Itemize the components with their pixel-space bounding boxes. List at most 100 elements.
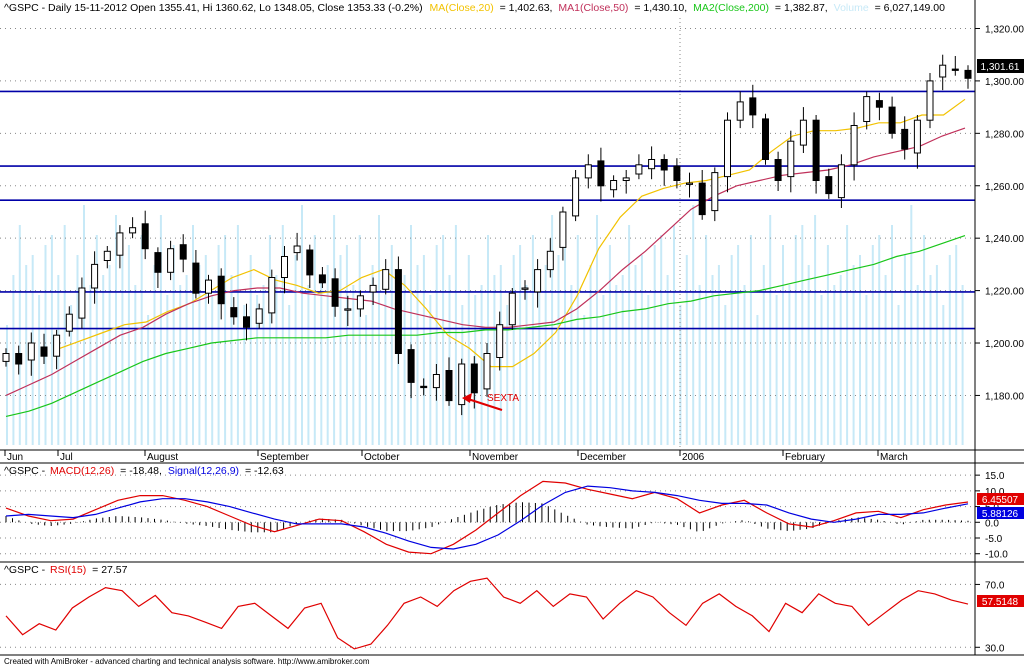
candle-body — [837, 164, 845, 199]
volume-bar — [871, 245, 874, 445]
macd-tick-label: -5.0 — [985, 534, 1003, 545]
volume-bar — [256, 295, 259, 445]
volume-bar — [429, 295, 432, 445]
ma20-label: MA(Close,20) — [430, 2, 494, 14]
macd-prefix: ^GSPC - — [4, 465, 46, 477]
candle-body — [53, 334, 61, 357]
volume-bar — [480, 285, 483, 445]
macd-tick-label: -10.0 — [985, 550, 1008, 561]
volume-bar — [608, 245, 611, 445]
candle-body — [711, 172, 719, 212]
volume-bar — [820, 295, 823, 445]
candle-body — [888, 106, 896, 134]
volume-bar — [352, 285, 355, 445]
volume-bar — [801, 225, 804, 445]
svg-text:^GSPC - MACD(12,26) =: ^GSPC - MACD(12,26) = -18.48, Signal(12,… — [4, 465, 284, 477]
candle-body — [230, 307, 238, 318]
volume-bar — [756, 315, 759, 445]
price-tick-label: 1,260.00 — [985, 182, 1024, 193]
volume-bar — [147, 315, 150, 445]
candle-body — [508, 292, 516, 326]
volume-bar — [961, 285, 964, 445]
candle-body — [318, 274, 326, 284]
signal-line — [5, 485, 969, 550]
volume-bar — [102, 275, 105, 445]
macd-line — [5, 480, 969, 555]
volume-bar — [711, 275, 714, 445]
candle-body — [926, 80, 934, 121]
x-axis-label: February — [785, 452, 825, 463]
volume-bar — [852, 265, 855, 445]
volume-bar — [454, 225, 457, 445]
rsi-line — [5, 577, 969, 650]
volume-bar — [230, 275, 233, 445]
volume-bar — [371, 265, 374, 445]
volume-bar — [63, 225, 66, 445]
volume-bar — [762, 265, 765, 445]
volume-bar — [108, 265, 111, 445]
volume-bar — [384, 295, 387, 445]
ma50-label: MA1(Close,50) — [558, 2, 628, 14]
candle-body — [825, 176, 833, 195]
volume-bar — [83, 205, 85, 445]
moving-average-line — [5, 235, 966, 417]
x-axis-label: August — [147, 452, 178, 463]
volume-bar — [935, 265, 938, 445]
svg-text:^GSPC - Daily 15-11-2012 Open: ^GSPC - Daily 15-11-2012 Open 1355.41, H… — [4, 2, 945, 14]
price-tick-label: 1,200.00 — [985, 339, 1024, 350]
volume-bar — [628, 225, 631, 445]
x-axis-label: December — [580, 452, 627, 463]
candle-body — [610, 180, 618, 191]
volume-bar — [807, 265, 810, 445]
volume-bar — [826, 245, 829, 445]
volume-bar — [621, 275, 624, 445]
candle-body — [281, 256, 288, 278]
rsi-value: = 27.57 — [92, 564, 127, 576]
macd-last-badge: 6.45507 — [977, 493, 1024, 506]
volume-bar — [57, 275, 60, 445]
candle-body — [951, 68, 959, 71]
candle-body — [483, 353, 491, 390]
price-tick-label: 1,180.00 — [985, 391, 1024, 402]
volume-bar — [313, 235, 316, 445]
volume-bar — [685, 255, 688, 445]
volume-bar — [589, 265, 592, 445]
volume-bar — [268, 235, 271, 445]
rsi-label: RSI(15) — [50, 564, 86, 576]
volume-bar — [640, 255, 643, 445]
volume-bar — [602, 295, 605, 445]
candle-body — [546, 250, 554, 271]
signal-last-text: 5.88126 — [982, 509, 1019, 520]
volume-bar — [955, 245, 958, 445]
volume-bar — [153, 265, 156, 445]
volume-bar — [596, 215, 598, 445]
volume-bar — [737, 245, 740, 445]
volume-value: = 6,027,149.00 — [875, 2, 946, 14]
volume-bar — [942, 305, 945, 445]
price-tick-label: 1,300.00 — [985, 77, 1024, 88]
volume-bar — [653, 245, 656, 445]
volume-bar — [333, 215, 336, 445]
candle-body — [65, 313, 73, 332]
volume-bar — [25, 265, 28, 445]
ma200-value: = 1,382.87, — [775, 2, 828, 14]
x-axis-label: Jun — [7, 452, 23, 463]
volume-bar — [487, 235, 489, 445]
candle-body — [243, 316, 250, 328]
volume-bar — [281, 225, 284, 445]
sexta-annotation: SEXTA — [462, 393, 519, 411]
ma20-value: = 1,402.63, — [500, 2, 553, 14]
candle-body — [356, 295, 364, 310]
price-tick-label: 1,280.00 — [985, 129, 1024, 140]
volume-bar — [717, 265, 720, 445]
price-tick-label: 1,320.00 — [985, 24, 1024, 35]
volume-bar — [519, 245, 522, 445]
x-axis-label: March — [880, 452, 908, 463]
volume-bar — [794, 235, 797, 445]
candle-body — [496, 324, 504, 359]
rsi-tick-label: 30.0 — [985, 643, 1005, 654]
candle-body — [584, 164, 592, 179]
volume-bar — [910, 205, 913, 445]
